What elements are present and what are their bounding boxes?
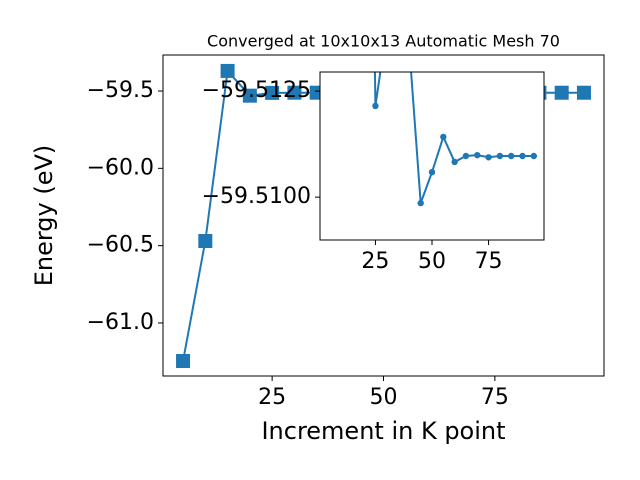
marker	[530, 152, 538, 160]
y-tick-label: −60.0	[87, 155, 154, 180]
x-tick-label: 25	[258, 385, 286, 410]
marker	[451, 158, 458, 166]
marker	[384, 24, 390, 30]
y-axis-label: Energy (eV)	[30, 145, 58, 287]
marker	[496, 152, 504, 160]
y-tick-label: −59.5100	[202, 184, 311, 209]
x-tick-label: 75	[481, 385, 509, 410]
marker	[428, 168, 436, 176]
plot-content	[372, 24, 538, 207]
marker	[485, 154, 492, 161]
marker	[242, 88, 257, 103]
marker	[287, 85, 302, 100]
y-tick-label: −59.5	[87, 78, 154, 103]
marker	[507, 152, 515, 160]
marker	[372, 102, 379, 110]
marker	[474, 151, 481, 159]
marker	[440, 133, 447, 141]
marker	[576, 85, 591, 100]
marker	[176, 354, 191, 369]
x-tick-label: 75	[475, 249, 503, 274]
marker	[265, 85, 280, 100]
x-tick-label: 50	[370, 385, 398, 410]
x-axis-label: Increment in K point	[261, 417, 505, 445]
x-tick-label: 25	[361, 249, 389, 274]
y-tick-label: −60.5	[87, 233, 154, 258]
marker	[395, 24, 401, 30]
y-tick-label: −59.5125	[202, 78, 311, 103]
x-tick-label: 50	[418, 249, 446, 274]
marker	[220, 63, 235, 78]
marker	[198, 234, 213, 249]
y-tick-label: −61.0	[87, 310, 154, 335]
chart-title: Converged at 10x10x13 Automatic Mesh 70	[207, 32, 560, 51]
marker	[554, 85, 569, 100]
marker	[519, 152, 526, 160]
marker	[417, 199, 424, 207]
data-line	[373, 72, 534, 204]
marker	[462, 152, 470, 160]
